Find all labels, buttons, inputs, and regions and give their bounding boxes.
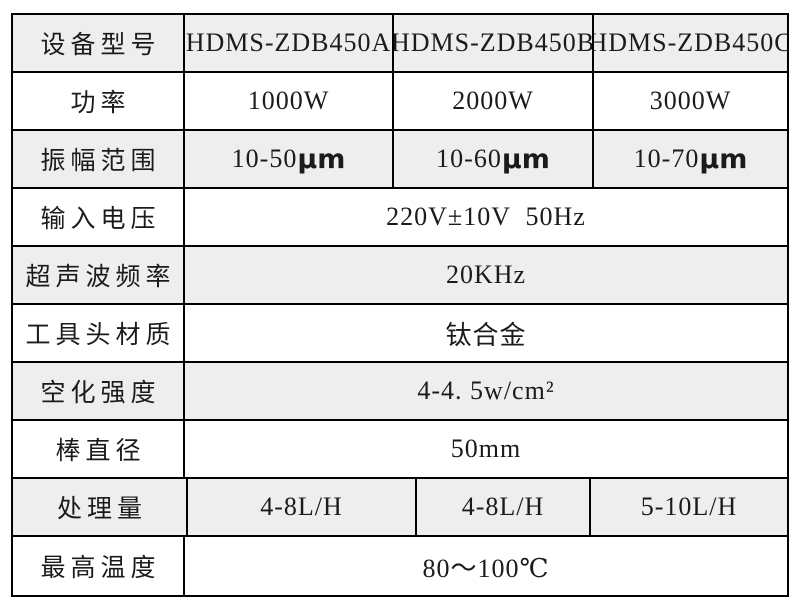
row-label-tool-head-material: 工具头材质 <box>13 305 185 361</box>
row-input-voltage: 输入电压 220V±10V 50Hz <box>13 189 787 247</box>
amplitude-number: 10-60 <box>436 144 502 173</box>
row-label-ultrasonic-frequency: 超声波频率 <box>13 247 185 303</box>
power-b-cell: 2000W <box>394 73 594 129</box>
capacity-c-cell: 5-10L/H <box>640 492 738 521</box>
capacity-a-cell: 4-8L/H <box>188 479 417 535</box>
ultrasonic-frequency-value-cell: 20KHz <box>445 260 527 289</box>
row-label-capacity: 处理量 <box>13 479 188 535</box>
row-amplitude: 振幅范围 10-50 μm 10-60 μm 10-70 μm <box>13 131 787 189</box>
power-a-cell: 1000W <box>185 73 394 129</box>
model-b-cell: HDMS-ZDB450B <box>394 15 594 71</box>
amplitude-number: 10-50 <box>231 144 298 173</box>
capacity-b-cell: 4-8L/H <box>417 479 591 535</box>
row-label-amplitude: 振幅范围 <box>13 131 185 187</box>
max-temperature-value-cell: 80～100℃ <box>422 553 550 583</box>
amplitude-unit: μm <box>297 143 346 175</box>
row-label-cavitation-intensity: 空化强度 <box>13 363 185 419</box>
row-label-max-temperature: 最高温度 <box>13 537 185 595</box>
row-cavitation-intensity: 空化强度 4-4. 5w/cm² <box>13 363 787 421</box>
amplitude-unit: μm <box>699 143 748 175</box>
model-a-cell: HDMS-ZDB450A <box>185 15 394 71</box>
row-label-model: 设备型号 <box>13 15 185 71</box>
tool-head-material-value-cell: 钛合金 <box>445 320 527 350</box>
model-c-cell: HDMS-ZDB450C <box>594 28 787 57</box>
row-ultrasonic-frequency: 超声波频率 20KHz <box>13 247 787 305</box>
row-rod-diameter: 棒直径 50mm <box>13 421 787 479</box>
row-power: 功率 1000W 2000W 3000W <box>13 73 787 131</box>
power-c-cell: 3000W <box>649 86 732 115</box>
row-model: 设备型号 HDMS-ZDB450A HDMS-ZDB450B HDMS-ZDB4… <box>13 15 787 73</box>
amplitude-number: 10-70 <box>633 144 700 173</box>
amplitude-b-cell: 10-60 μm <box>394 131 594 187</box>
row-label-rod-diameter: 棒直径 <box>13 421 185 477</box>
row-capacity: 处理量 4-8L/H 4-8L/H 5-10L/H <box>13 479 787 537</box>
row-tool-head-material: 工具头材质 钛合金 <box>13 305 787 363</box>
amplitude-a-cell: 10-50 μm <box>185 131 394 187</box>
rod-diameter-value-cell: 50mm <box>450 434 522 463</box>
amplitude-c-cell: 10-70 μm <box>594 131 787 187</box>
amplitude-unit: μm <box>501 143 550 175</box>
input-voltage-value-cell: 220V±10V 50Hz <box>386 202 586 231</box>
row-label-power: 功率 <box>13 73 185 129</box>
cavitation-intensity-value-cell: 4-4. 5w/cm² <box>417 376 555 405</box>
spec-table: 设备型号 HDMS-ZDB450A HDMS-ZDB450B HDMS-ZDB4… <box>11 13 789 597</box>
row-max-temperature: 最高温度 80～100℃ <box>13 537 787 595</box>
row-label-input-voltage: 输入电压 <box>13 189 185 245</box>
